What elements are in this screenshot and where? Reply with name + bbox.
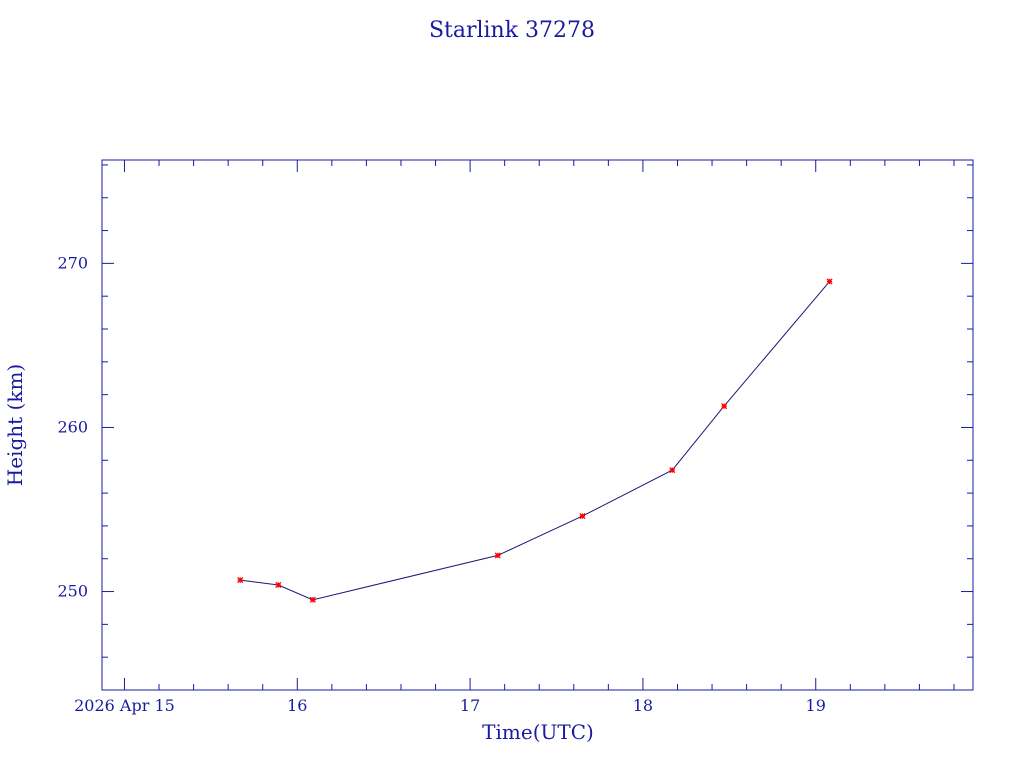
- data-point: [579, 513, 586, 520]
- chart-title: Starlink 37278: [429, 18, 595, 43]
- x-tick-label: 18: [633, 696, 653, 715]
- x-tick-label: 2026 Apr 15: [74, 696, 175, 715]
- data-point: [826, 278, 833, 285]
- data-point: [237, 577, 244, 584]
- x-tick-label: 19: [806, 696, 826, 715]
- data-point: [669, 467, 676, 474]
- data-point: [721, 403, 728, 410]
- series-line: [240, 281, 830, 601]
- y-tick-label: 270: [57, 253, 88, 272]
- x-axis-label: Time(UTC): [482, 720, 594, 744]
- x-tick-label: 17: [460, 696, 480, 715]
- data-point: [275, 581, 282, 589]
- y-axis-label: Height (km): [3, 364, 27, 486]
- y-tick-label: 260: [57, 417, 88, 436]
- data-point: [309, 596, 316, 603]
- y-tick-label: 250: [57, 582, 88, 601]
- x-tick-label: 16: [287, 696, 307, 715]
- plot-frame: [101, 159, 974, 691]
- data-point: [494, 552, 501, 559]
